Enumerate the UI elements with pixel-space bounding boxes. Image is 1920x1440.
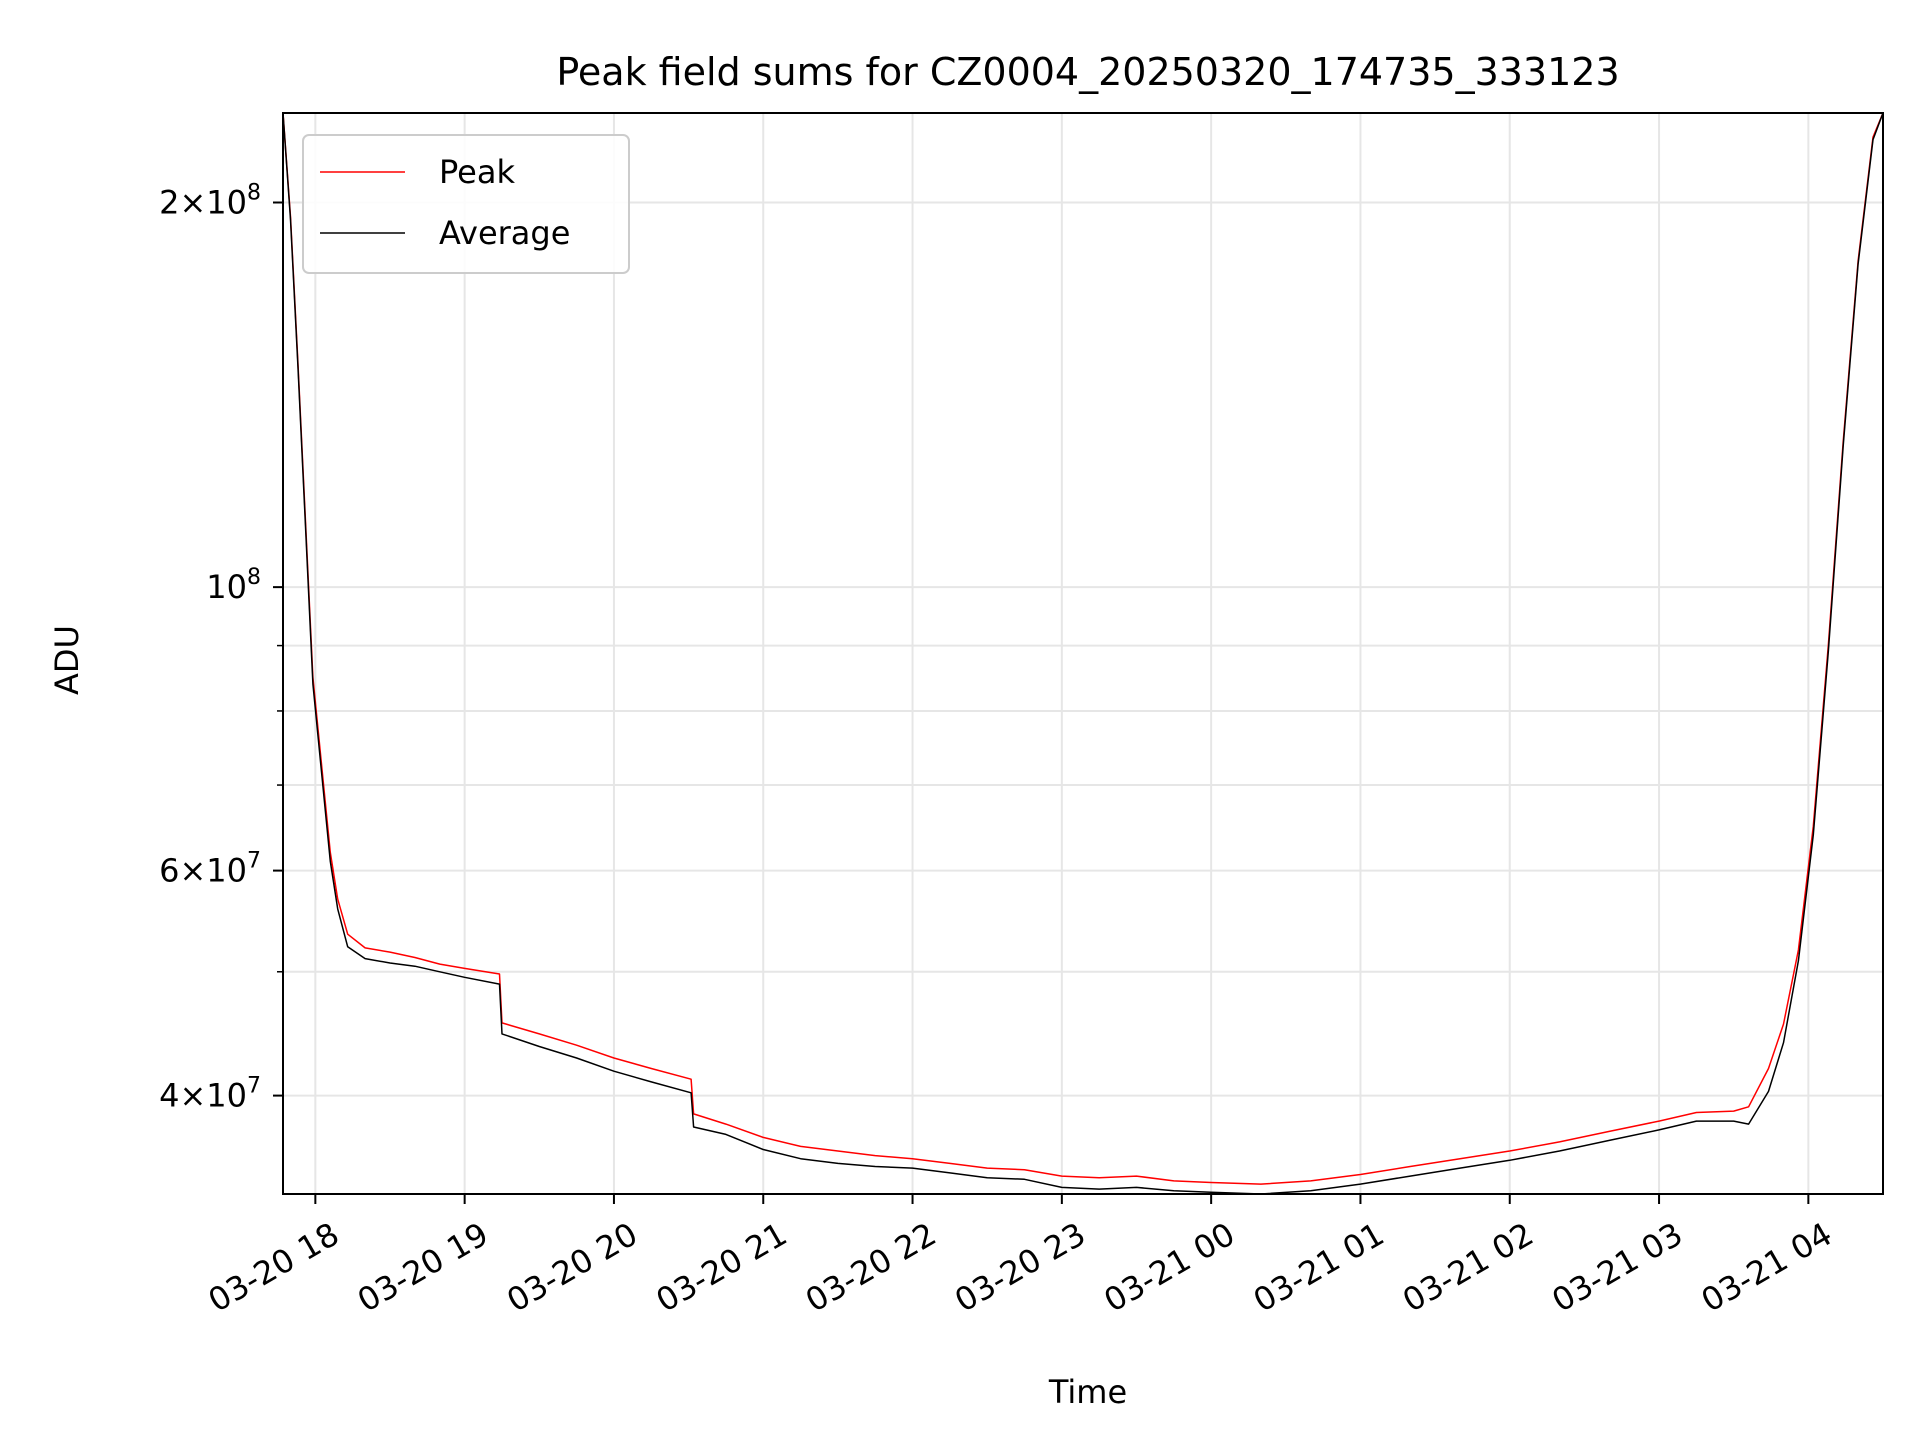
legend-label-average: Average bbox=[439, 214, 570, 252]
y-axis-label: ADU bbox=[48, 625, 86, 695]
legend-box bbox=[302, 134, 630, 274]
plot-frame bbox=[282, 112, 1884, 1195]
series-line-average bbox=[282, 112, 1884, 1195]
grid bbox=[283, 113, 1883, 1194]
y-tick-label: 6×107 bbox=[159, 849, 261, 890]
x-axis-label: Time bbox=[1048, 1373, 1127, 1411]
legend: Peak Average bbox=[302, 134, 630, 274]
y-tick-label: 2×108 bbox=[159, 180, 261, 221]
chart-title: Peak field sums for CZ0004_20250320_1747… bbox=[556, 50, 1619, 94]
series-line-peak bbox=[282, 112, 1884, 1185]
y-tick-label: 4×107 bbox=[159, 1074, 261, 1115]
legend-label-peak: Peak bbox=[439, 153, 515, 191]
plot-lines bbox=[282, 112, 1884, 1195]
y-tick-label: 108 bbox=[206, 565, 261, 606]
